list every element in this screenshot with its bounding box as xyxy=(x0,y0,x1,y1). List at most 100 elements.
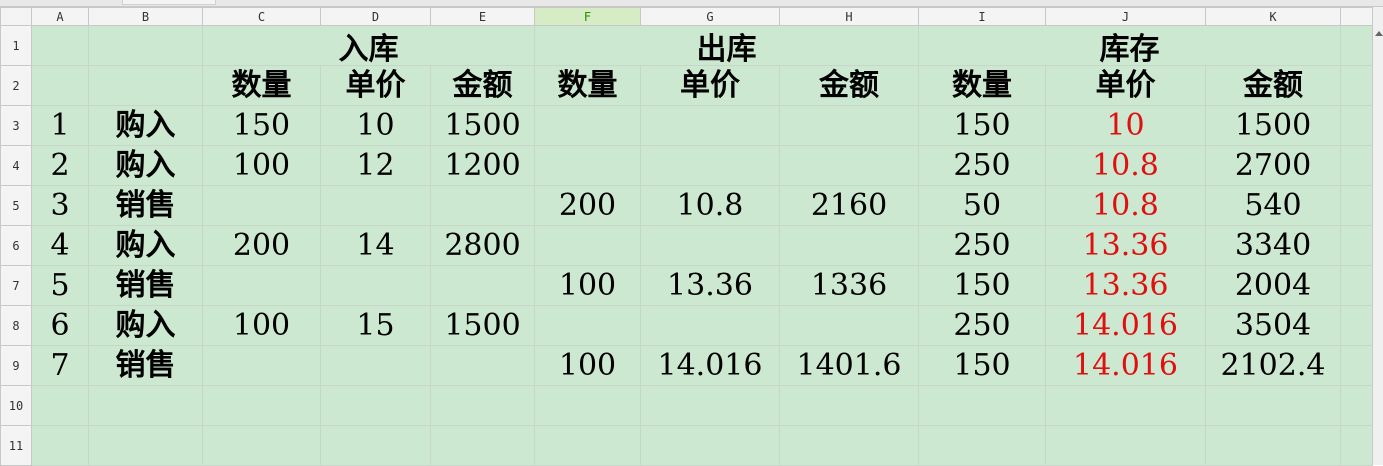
cell[interactable] xyxy=(779,305,919,346)
cell[interactable]: 2800 xyxy=(430,225,535,266)
cell[interactable]: 50 xyxy=(918,185,1046,226)
cell[interactable] xyxy=(779,385,919,426)
cell[interactable]: 3 xyxy=(31,185,89,226)
cell[interactable] xyxy=(202,345,321,386)
row-header[interactable]: 10 xyxy=(0,385,32,426)
cell[interactable]: 10.8 xyxy=(1045,185,1206,226)
cell[interactable]: 14.016 xyxy=(1045,345,1206,386)
subheader-cell[interactable]: 金额 xyxy=(430,65,535,106)
cell[interactable] xyxy=(1340,65,1373,106)
cell[interactable] xyxy=(31,65,89,106)
cell[interactable]: 10 xyxy=(320,105,431,146)
column-header[interactable]: F xyxy=(534,7,641,26)
cell[interactable] xyxy=(1045,425,1206,466)
cell[interactable] xyxy=(430,425,535,466)
column-header[interactable]: G xyxy=(640,7,780,26)
cell[interactable] xyxy=(1340,105,1373,146)
cell[interactable]: 200 xyxy=(534,185,641,226)
column-header[interactable]: J xyxy=(1045,7,1206,26)
cell[interactable] xyxy=(640,385,780,426)
subheader-cell[interactable]: 数量 xyxy=(202,65,321,106)
column-header[interactable]: A xyxy=(31,7,89,26)
cell[interactable] xyxy=(202,425,321,466)
cell[interactable] xyxy=(1340,225,1373,266)
cell[interactable]: 540 xyxy=(1205,185,1341,226)
cell[interactable] xyxy=(534,425,641,466)
cell[interactable]: 13.36 xyxy=(1045,265,1206,306)
column-header[interactable]: C xyxy=(202,7,321,26)
cell[interactable]: 12 xyxy=(320,145,431,186)
cell[interactable]: 3340 xyxy=(1205,225,1341,266)
cell[interactable] xyxy=(202,185,321,226)
group-header-cell[interactable]: 库存 xyxy=(918,25,1341,66)
cell[interactable] xyxy=(1340,345,1373,386)
column-header[interactable]: K xyxy=(1205,7,1341,26)
cell[interactable] xyxy=(1340,185,1373,226)
cell[interactable] xyxy=(779,145,919,186)
cell[interactable] xyxy=(640,105,780,146)
cell[interactable] xyxy=(31,425,89,466)
column-header[interactable]: H xyxy=(779,7,919,26)
select-all-corner[interactable] xyxy=(0,7,32,26)
cell[interactable]: 100 xyxy=(202,145,321,186)
cell[interactable]: 购入 xyxy=(88,225,203,266)
cell[interactable] xyxy=(1340,385,1373,426)
cell[interactable] xyxy=(1340,425,1373,466)
cell[interactable] xyxy=(1340,25,1373,66)
scroll-up-arrow-icon[interactable] xyxy=(1375,31,1383,36)
cell[interactable]: 250 xyxy=(918,225,1046,266)
cell[interactable]: 购入 xyxy=(88,305,203,346)
cell[interactable] xyxy=(1205,385,1341,426)
cell[interactable]: 1500 xyxy=(430,105,535,146)
cell[interactable] xyxy=(779,425,919,466)
cell[interactable] xyxy=(320,345,431,386)
cell[interactable]: 14 xyxy=(320,225,431,266)
row-header[interactable]: 7 xyxy=(0,265,32,306)
cell[interactable] xyxy=(88,65,203,106)
cell[interactable] xyxy=(320,425,431,466)
cell[interactable]: 250 xyxy=(918,305,1046,346)
cell[interactable] xyxy=(320,185,431,226)
cell[interactable] xyxy=(88,385,203,426)
cell[interactable]: 1200 xyxy=(430,145,535,186)
sheet-tab[interactable] xyxy=(122,0,216,5)
cell[interactable]: 购入 xyxy=(88,105,203,146)
cell[interactable] xyxy=(534,305,641,346)
cell[interactable] xyxy=(779,105,919,146)
cell[interactable]: 150 xyxy=(918,345,1046,386)
cell[interactable]: 6 xyxy=(31,305,89,346)
cell[interactable] xyxy=(918,385,1046,426)
row-header[interactable]: 11 xyxy=(0,425,32,466)
cell[interactable]: 100 xyxy=(202,305,321,346)
cell[interactable] xyxy=(534,145,641,186)
cell[interactable]: 10.8 xyxy=(640,185,780,226)
row-header[interactable]: 3 xyxy=(0,105,32,146)
cell[interactable] xyxy=(202,385,321,426)
cell[interactable]: 销售 xyxy=(88,185,203,226)
group-header-cell[interactable]: 出库 xyxy=(534,25,919,66)
cell[interactable] xyxy=(430,265,535,306)
cell[interactable] xyxy=(1340,145,1373,186)
cell[interactable] xyxy=(1340,305,1373,346)
cell[interactable] xyxy=(640,425,780,466)
cell[interactable] xyxy=(88,25,203,66)
column-header[interactable] xyxy=(1340,7,1373,26)
column-header[interactable]: B xyxy=(88,7,203,26)
cell[interactable]: 2 xyxy=(31,145,89,186)
cell[interactable]: 10.8 xyxy=(1045,145,1206,186)
cell[interactable]: 2102.4 xyxy=(1205,345,1341,386)
cell[interactable] xyxy=(534,385,641,426)
column-header[interactable]: D xyxy=(320,7,431,26)
cell[interactable] xyxy=(430,345,535,386)
subheader-cell[interactable]: 数量 xyxy=(918,65,1046,106)
cell[interactable]: 150 xyxy=(202,105,321,146)
row-header[interactable]: 1 xyxy=(0,25,32,66)
row-header[interactable]: 2 xyxy=(0,65,32,106)
cell[interactable] xyxy=(31,25,89,66)
cell[interactable]: 2700 xyxy=(1205,145,1341,186)
cell[interactable]: 100 xyxy=(534,265,641,306)
subheader-cell[interactable]: 金额 xyxy=(1205,65,1341,106)
cell[interactable] xyxy=(640,225,780,266)
cell[interactable]: 10 xyxy=(1045,105,1206,146)
cell[interactable] xyxy=(31,385,89,426)
